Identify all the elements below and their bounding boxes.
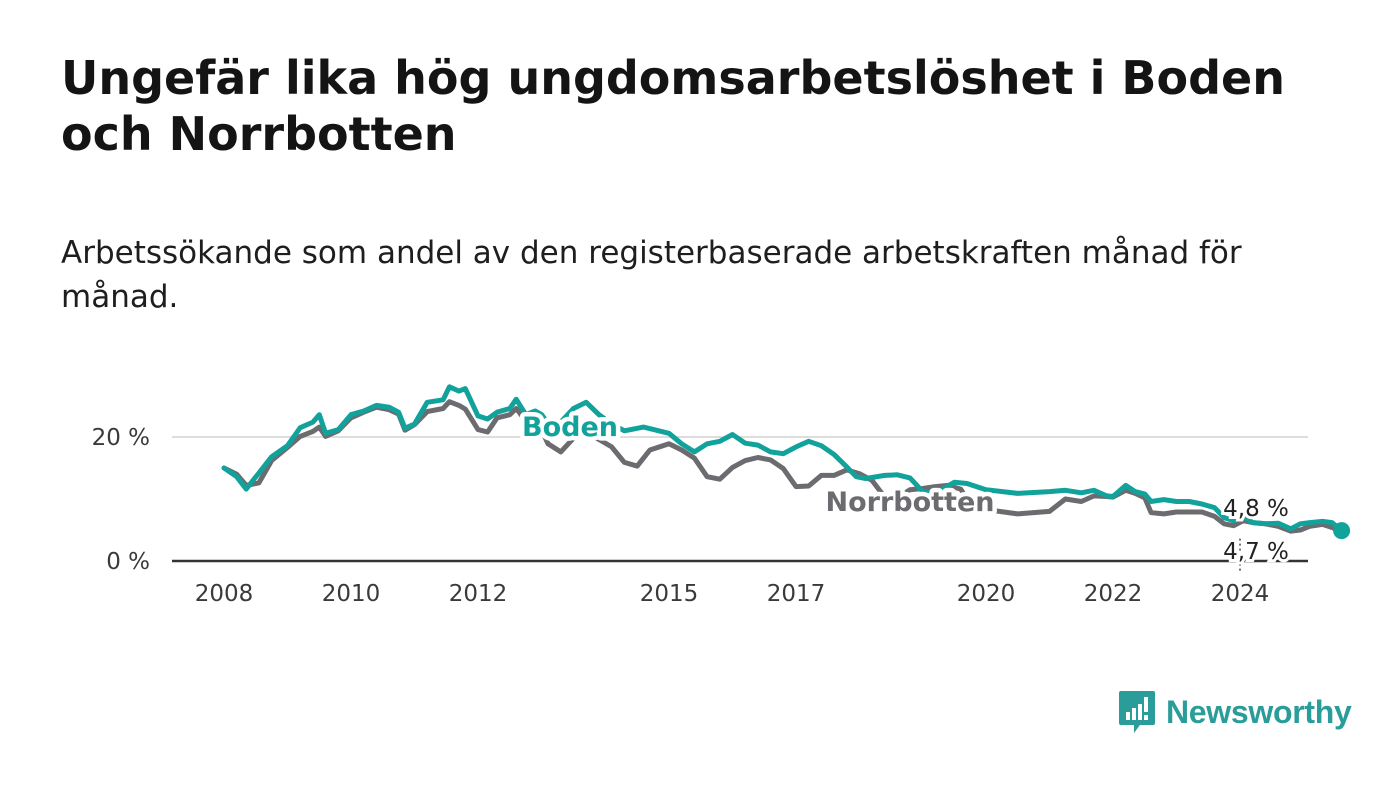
x-tick-label: 2015 xyxy=(640,581,699,607)
series-line-boden xyxy=(221,384,1345,534)
y-tick-label: 0 % xyxy=(106,549,150,575)
x-tick-label: 2010 xyxy=(322,581,381,607)
end-label-norrbotten: 4,7 % xyxy=(1223,539,1289,565)
bar-chart-speech-bubble-icon xyxy=(1118,689,1156,735)
x-tick-label: 2017 xyxy=(767,581,826,607)
x-tick-label: 2022 xyxy=(1084,581,1143,607)
logo-text: Newsworthy xyxy=(1166,693,1352,730)
series-labels: Boden Norrbotten 4,8 % 4,7 % xyxy=(518,408,1351,573)
chart-title: Ungefär lika hög ungdomsarbetslöshet i B… xyxy=(61,51,1285,161)
series-label-norrbotten: Norrbotten xyxy=(825,487,994,518)
series-label-boden: Boden xyxy=(522,412,618,443)
y-tick-label: 20 % xyxy=(92,425,150,451)
x-tick-label: 2024 xyxy=(1211,581,1270,607)
series-lines xyxy=(221,384,1345,535)
chart-subtitle: Arbetssökande som andel av den registerb… xyxy=(61,235,1242,315)
end-label-boden: 4,8 % xyxy=(1223,496,1289,522)
axes: 0 % 20 % 2008 2010 2012 2015 2017 2020 2022 2024 xyxy=(92,425,1308,607)
newsworthy-logo[interactable]: Newsworthy xyxy=(1118,688,1352,736)
x-tick-label: 2012 xyxy=(449,581,508,607)
x-tick-label: 2020 xyxy=(957,581,1016,607)
x-tick-label: 2008 xyxy=(195,581,254,607)
end-point-marker xyxy=(1333,522,1351,540)
series-line-norrbotten xyxy=(221,399,1345,535)
